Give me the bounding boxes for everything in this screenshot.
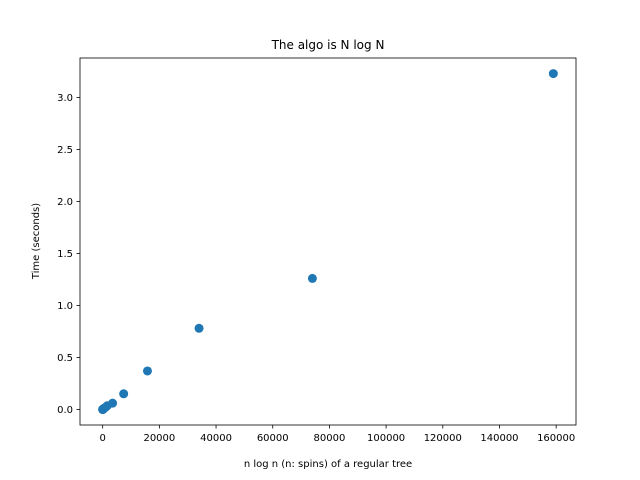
x-tick-label: 40000 bbox=[200, 433, 232, 444]
data-point bbox=[119, 389, 129, 399]
data-point bbox=[194, 323, 204, 333]
y-tick-label: 2.0 bbox=[57, 197, 73, 208]
x-tick-label: 80000 bbox=[314, 433, 346, 444]
data-points bbox=[98, 69, 558, 414]
y-tick-label: 3.0 bbox=[57, 93, 73, 104]
x-tick-label: 0 bbox=[99, 433, 105, 444]
x-tick-label: 160000 bbox=[537, 433, 575, 444]
x-tick-label: 60000 bbox=[257, 433, 289, 444]
x-tick-label: 120000 bbox=[424, 433, 462, 444]
y-tick-label: 1.0 bbox=[57, 301, 73, 312]
x-tick-label: 20000 bbox=[143, 433, 175, 444]
y-tick-label: 2.5 bbox=[57, 145, 73, 156]
plot-frame bbox=[79, 57, 577, 426]
y-axis-ticks: 0.0 0.5 1.0 1.5 2.0 2.5 3.0 bbox=[57, 93, 80, 416]
x-axis-ticks: 0 20000 40000 60000 80000 100000 120000 140000 1… bbox=[99, 425, 575, 444]
y-tick-label: 0.5 bbox=[57, 353, 73, 364]
x-tick-label: 100000 bbox=[367, 433, 405, 444]
data-point bbox=[307, 273, 317, 283]
data-point bbox=[548, 69, 558, 79]
x-tick-label: 140000 bbox=[480, 433, 518, 444]
data-point bbox=[142, 366, 152, 376]
y-axis-label: Time (seconds) bbox=[31, 203, 42, 280]
data-point bbox=[108, 398, 118, 408]
y-tick-label: 0.0 bbox=[57, 405, 73, 416]
chart-title: The algo is N log N bbox=[271, 38, 385, 52]
x-axis-label: n log n (n: spins) of a regular tree bbox=[244, 459, 412, 470]
y-tick-label: 1.5 bbox=[57, 249, 73, 260]
